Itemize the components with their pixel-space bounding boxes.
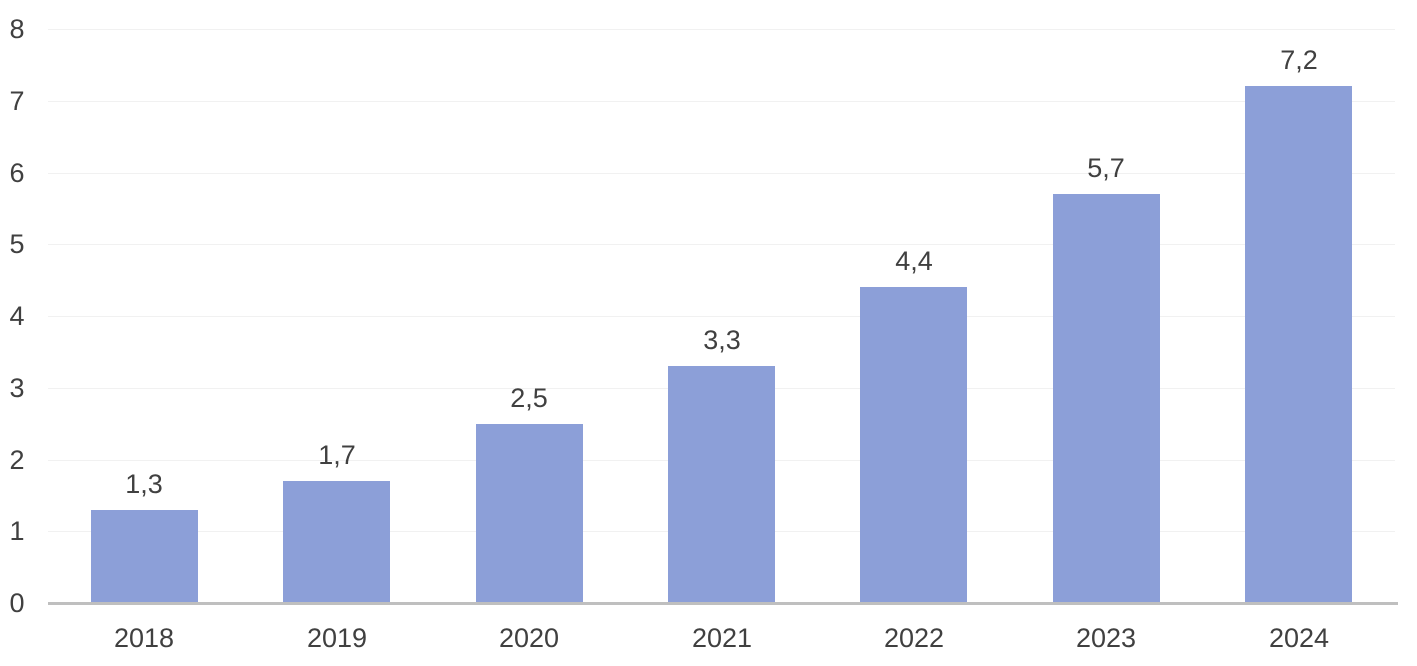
- x-axis-tick-label-2019: 2019: [306, 623, 368, 653]
- y-axis-tick-label: 6: [9, 158, 25, 188]
- gridline: [48, 316, 1395, 317]
- gridline: [48, 244, 1395, 245]
- x-axis-tick-label-2018: 2018: [113, 623, 175, 653]
- gridline: [48, 173, 1395, 174]
- y-axis-tick-label: 7: [9, 86, 25, 116]
- x-axis-tick-label-2021: 2021: [691, 623, 753, 653]
- bar-2019: [283, 481, 390, 603]
- x-axis-tick-label-2022: 2022: [883, 623, 945, 653]
- y-axis-tick-label: 3: [9, 373, 25, 403]
- value-label-2024: 7,2: [1280, 45, 1318, 75]
- bar-2024: [1245, 86, 1352, 603]
- x-axis-tick-label-2024: 2024: [1268, 623, 1330, 653]
- bar-2023: [1053, 194, 1160, 603]
- value-label-2022: 4,4: [895, 246, 933, 276]
- x-axis-tick-label-2020: 2020: [498, 623, 560, 653]
- x-axis-line: [48, 602, 1398, 605]
- y-axis-tick-label: 0: [9, 588, 25, 618]
- bar-2018: [91, 510, 198, 603]
- value-label-2018: 1,3: [125, 469, 163, 499]
- gridline: [48, 29, 1395, 30]
- y-axis-tick-label: 5: [9, 229, 25, 259]
- value-label-2019: 1,7: [318, 440, 356, 470]
- y-axis-tick-label: 2: [9, 445, 25, 475]
- value-label-2021: 3,3: [703, 325, 741, 355]
- value-label-2020: 2,5: [510, 383, 548, 413]
- y-axis-tick-label: 8: [9, 14, 25, 44]
- bar-2022: [860, 287, 967, 603]
- bar-2020: [476, 424, 583, 603]
- y-axis-tick-label: 4: [9, 301, 25, 331]
- bar-2021: [668, 366, 775, 603]
- y-axis-tick-label: 1: [9, 516, 25, 546]
- x-axis-tick-label-2023: 2023: [1075, 623, 1137, 653]
- value-label-2023: 5,7: [1087, 153, 1125, 183]
- gridline: [48, 101, 1395, 102]
